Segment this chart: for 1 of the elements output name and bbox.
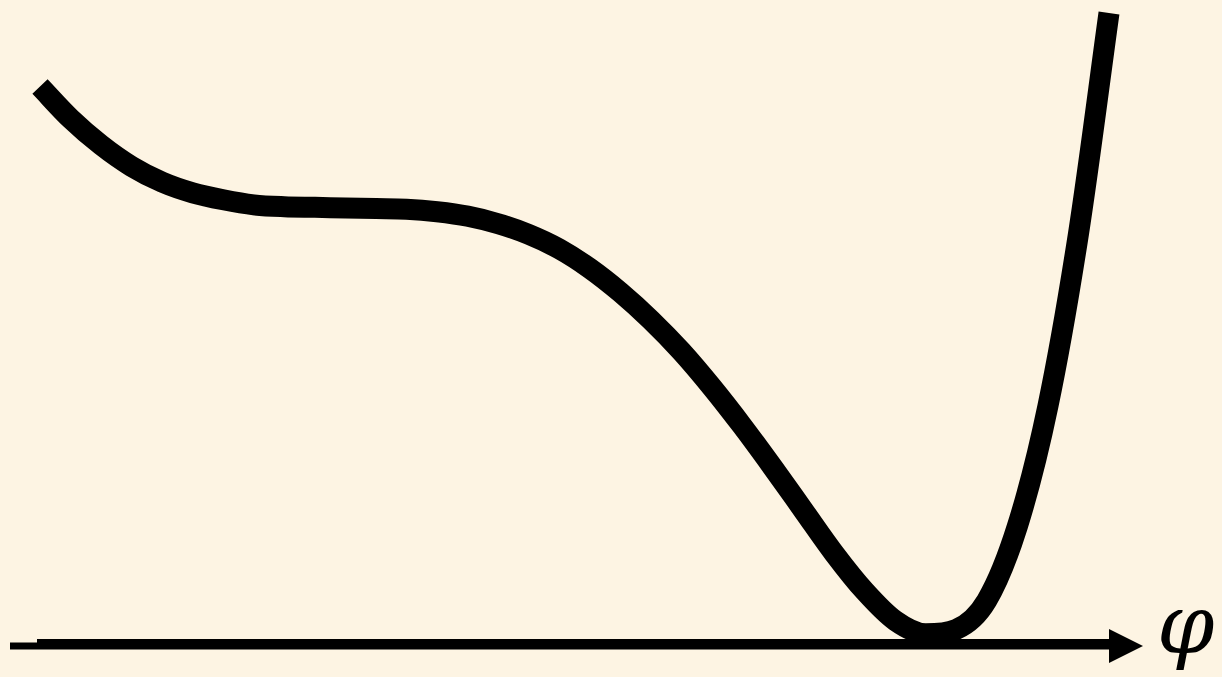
x-axis-title: φ (1157, 577, 1215, 673)
